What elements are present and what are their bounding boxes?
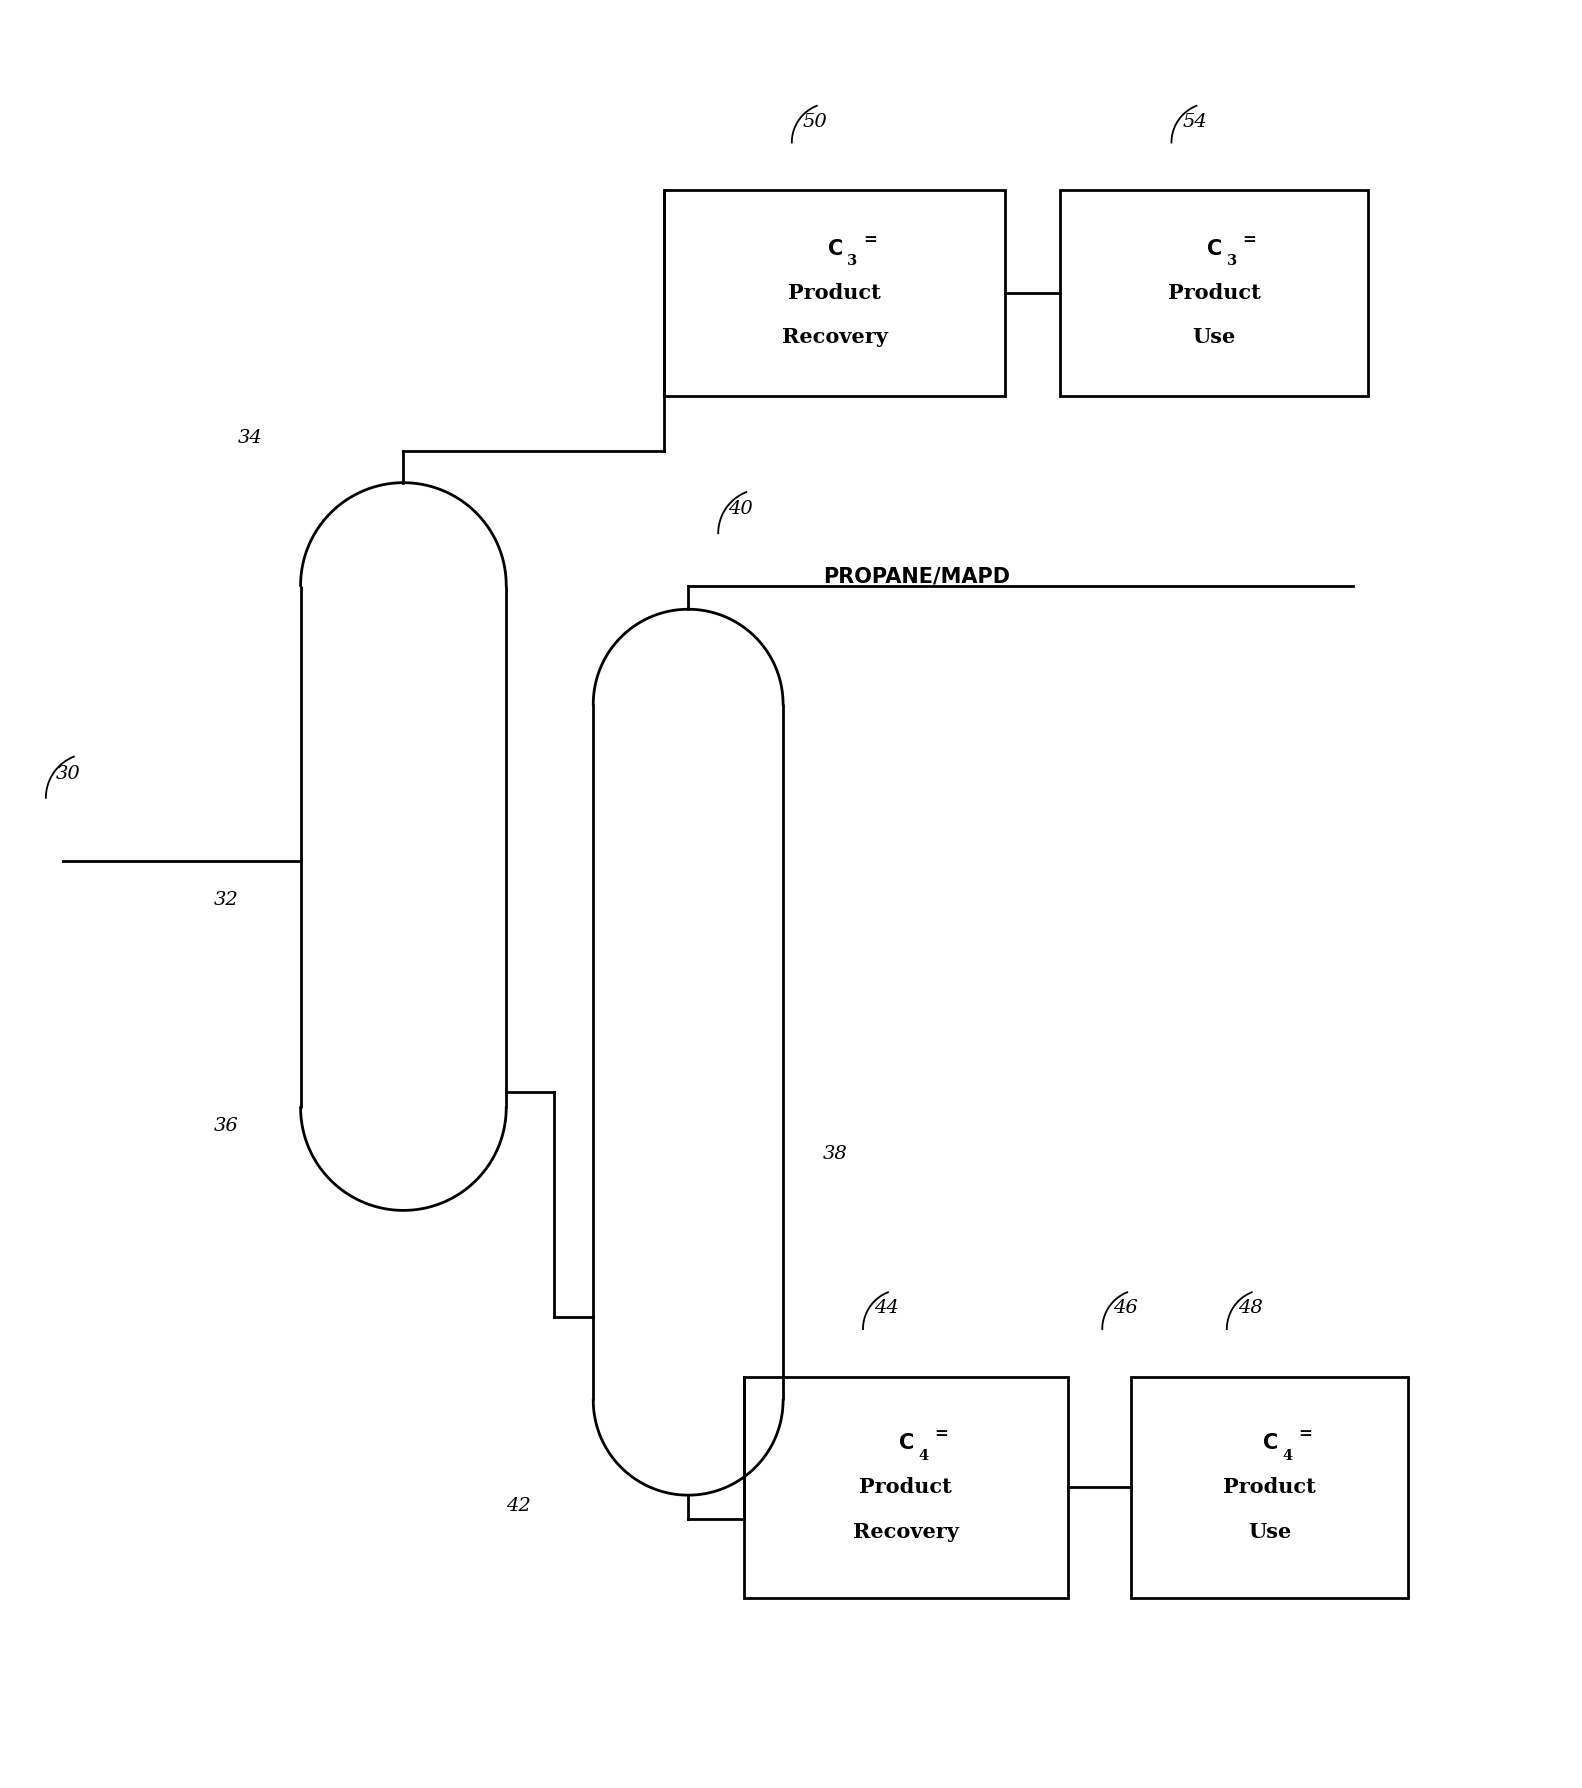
Text: 54: 54	[1183, 113, 1207, 131]
Text: 44: 44	[873, 1300, 899, 1318]
Text: =: =	[1243, 231, 1256, 247]
Text: 3: 3	[1228, 254, 1237, 268]
Text: 34: 34	[237, 429, 263, 447]
Text: =: =	[935, 1425, 948, 1441]
Bar	[1131, 1377, 1408, 1598]
Text: Product: Product	[788, 283, 881, 302]
Text: $\mathbf{C}$: $\mathbf{C}$	[826, 238, 843, 259]
Text: 4: 4	[918, 1448, 929, 1463]
Text: Product: Product	[1223, 1477, 1316, 1497]
Text: $\mathbf{C}$: $\mathbf{C}$	[897, 1432, 914, 1454]
Text: 32: 32	[214, 890, 239, 908]
Text: 38: 38	[823, 1144, 848, 1162]
Text: 36: 36	[214, 1118, 239, 1135]
Text: 4: 4	[1283, 1448, 1292, 1463]
Text: 40: 40	[728, 501, 753, 519]
Text: 42: 42	[506, 1497, 532, 1514]
Text: 3: 3	[848, 254, 857, 268]
Text: Recovery: Recovery	[782, 327, 888, 347]
Bar	[1060, 190, 1368, 395]
Text: 46: 46	[1114, 1300, 1137, 1318]
Text: Product: Product	[859, 1477, 952, 1497]
Text: Product: Product	[1168, 283, 1261, 302]
Text: Use: Use	[1248, 1522, 1291, 1541]
Bar	[744, 1377, 1068, 1598]
Text: $\mathbf{C}$: $\mathbf{C}$	[1261, 1432, 1278, 1454]
Text: 48: 48	[1239, 1300, 1262, 1318]
Text: Recovery: Recovery	[853, 1522, 959, 1541]
Text: =: =	[1297, 1425, 1311, 1441]
Text: Use: Use	[1193, 327, 1236, 347]
Bar	[664, 190, 1005, 395]
Text: =: =	[864, 231, 876, 247]
Text: 30: 30	[55, 765, 81, 783]
Text: $\mathbf{C}$: $\mathbf{C}$	[1205, 238, 1223, 259]
Text: 50: 50	[802, 113, 827, 131]
Text: PROPANE/MAPD: PROPANE/MAPD	[823, 567, 1009, 586]
